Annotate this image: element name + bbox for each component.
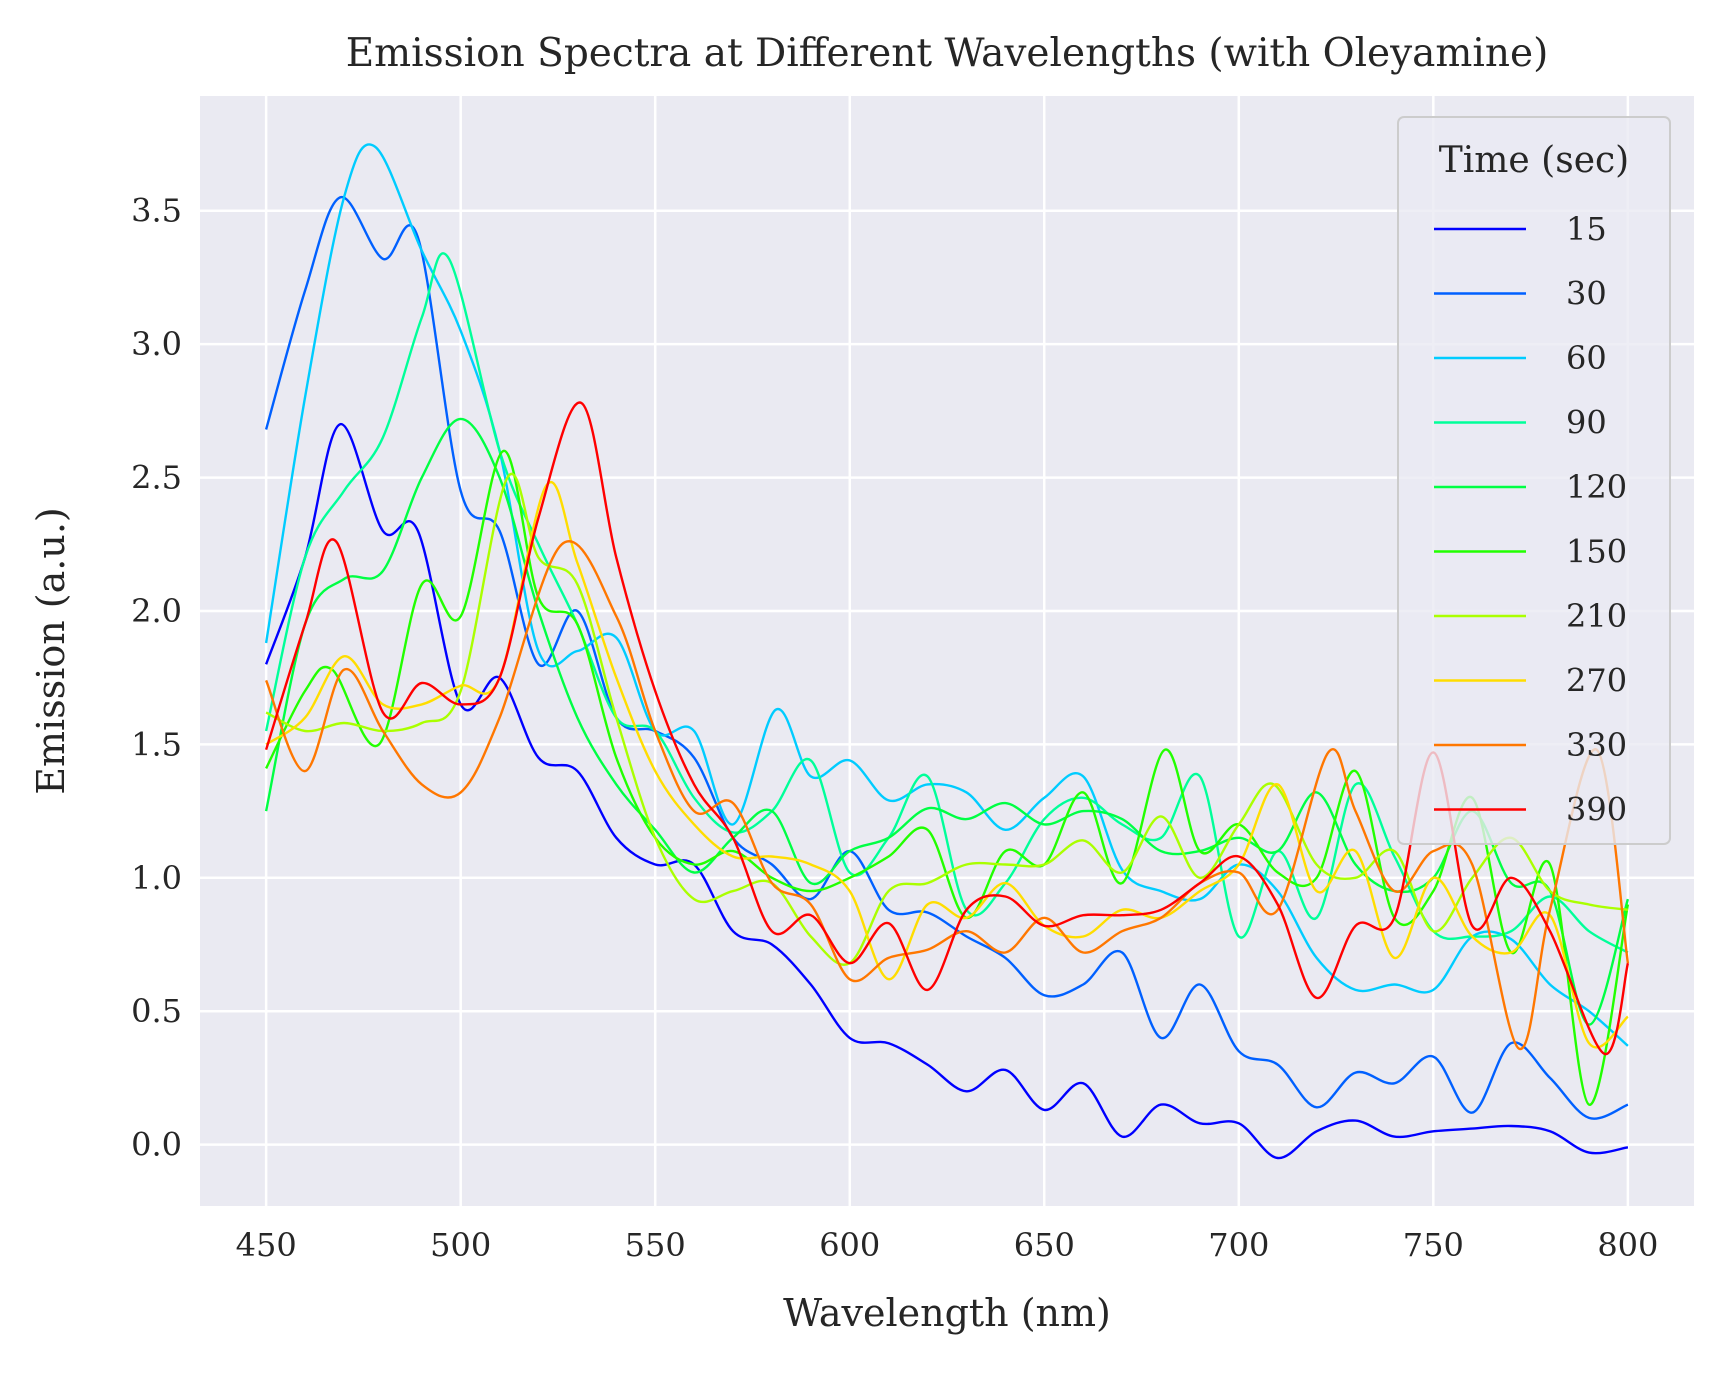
series-line-15 xyxy=(264,423,1629,1160)
legend-label-270: 270 xyxy=(1566,662,1627,700)
x-tick-label: 650 xyxy=(1014,1226,1075,1264)
series-line-210 xyxy=(265,472,1629,966)
legend-box xyxy=(1397,116,1671,845)
series-line-60 xyxy=(264,143,1629,1047)
legend-label-15: 15 xyxy=(1566,210,1607,248)
chart-title: Emission Spectra at Different Wavelength… xyxy=(346,31,1549,76)
series-layer xyxy=(264,143,1630,1160)
x-tick-label: 700 xyxy=(1208,1226,1269,1264)
x-axis-label: Wavelength (nm) xyxy=(783,1291,1111,1335)
legend-label-120: 120 xyxy=(1566,468,1627,506)
y-tick-label: 0.5 xyxy=(131,992,182,1030)
series-line-90 xyxy=(264,252,1629,954)
series-line-150 xyxy=(265,449,1630,1106)
x-tick-label: 450 xyxy=(236,1226,297,1264)
legend-title: Time (sec) xyxy=(1439,140,1629,181)
y-tick-label: 3.0 xyxy=(131,325,182,363)
legend-label-90: 90 xyxy=(1566,404,1607,442)
y-tick-label: 2.5 xyxy=(131,459,182,497)
x-tick-label: 500 xyxy=(430,1226,491,1264)
legend-label-150: 150 xyxy=(1566,533,1627,571)
y-tick-label: 0.0 xyxy=(131,1126,182,1164)
legend-label-60: 60 xyxy=(1566,339,1607,377)
y-tick-label: 3.5 xyxy=(131,192,182,230)
legend: Time (sec) 15 30 60 90 120 150 210 270 330 390 xyxy=(1397,116,1671,845)
x-tick-label: 800 xyxy=(1597,1226,1658,1264)
y-tick-label: 1.0 xyxy=(131,859,182,897)
y-tick-label: 1.5 xyxy=(131,725,182,763)
x-tick-label: 550 xyxy=(625,1226,686,1264)
legend-label-210: 210 xyxy=(1566,597,1627,635)
legend-label-390: 390 xyxy=(1566,791,1627,829)
tick-labels: 450 500 550 600 650 700 750 800 0.0 0.5 1.0 1.5 2.0 2… xyxy=(131,192,1658,1264)
y-tick-label: 2.0 xyxy=(131,592,182,630)
x-tick-label: 750 xyxy=(1403,1226,1464,1264)
y-axis-label: Emission (a.u.) xyxy=(29,507,73,794)
legend-label-330: 330 xyxy=(1566,726,1627,764)
x-tick-label: 600 xyxy=(819,1226,880,1264)
legend-label-30: 30 xyxy=(1566,275,1607,313)
